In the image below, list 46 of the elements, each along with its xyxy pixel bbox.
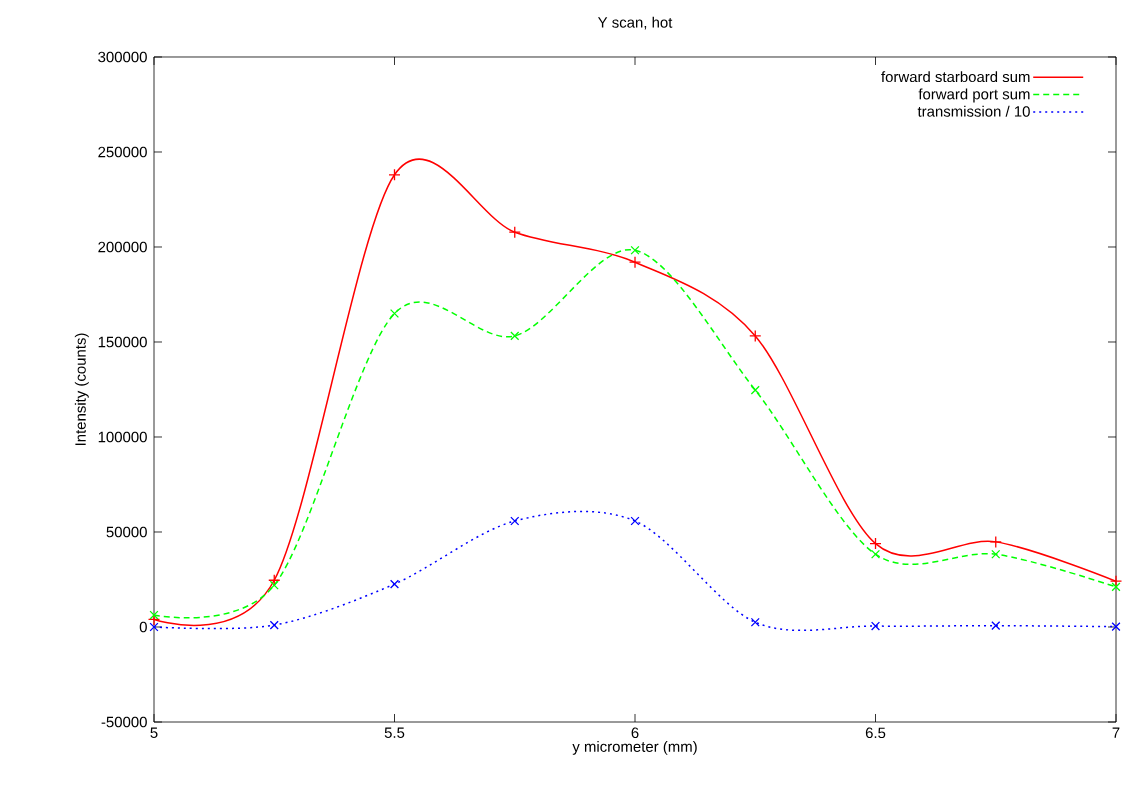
point: [389, 308, 400, 319]
point: [149, 622, 159, 632]
point: [749, 329, 762, 343]
y-tick-label: 250000: [98, 146, 147, 158]
x-tick-label: 5.5: [384, 727, 405, 738]
chart-title: Y scan, hot: [597, 16, 673, 30]
point: [147, 613, 161, 626]
point: [269, 580, 279, 590]
point: [389, 579, 400, 589]
y-tick-label: 300000: [98, 51, 147, 63]
point: [870, 549, 881, 559]
y-axis-title: Intensity (counts): [74, 333, 89, 446]
point: [508, 226, 521, 239]
y-tick-label: 100000: [98, 431, 147, 443]
point: [1109, 575, 1123, 588]
y-tick-label: 150000: [98, 336, 147, 348]
point: [870, 621, 881, 631]
legend-label: forward port sum: [918, 88, 1030, 103]
point: [750, 617, 760, 627]
x-axis-title: y micrometer (mm): [572, 740, 697, 755]
point: [1111, 582, 1121, 592]
x-tick-label: 6: [631, 727, 639, 739]
x-tick-label: 6.5: [865, 727, 886, 739]
point: [991, 549, 1001, 559]
point: [510, 331, 520, 341]
y-tick-label: -50000: [101, 716, 147, 728]
y-tick-label: 200000: [98, 241, 147, 253]
legend-label: forward starboard sum: [881, 71, 1030, 83]
y-tick-label: 50000: [106, 526, 147, 538]
point: [268, 574, 281, 587]
point: [1111, 622, 1121, 632]
point: [630, 516, 640, 526]
y-tick-label: 0: [139, 621, 147, 633]
x-tick-label: 7: [1112, 727, 1120, 738]
point: [750, 385, 760, 395]
point: [991, 621, 1001, 631]
point: [630, 245, 640, 255]
point: [149, 610, 159, 620]
legend-label: transmission / 10: [917, 105, 1030, 117]
point: [989, 535, 1002, 549]
point: [388, 168, 401, 181]
point: [510, 516, 520, 526]
point: [628, 256, 642, 269]
point: [269, 620, 279, 630]
point: [869, 537, 882, 550]
x-tick-label: 5: [150, 727, 158, 738]
